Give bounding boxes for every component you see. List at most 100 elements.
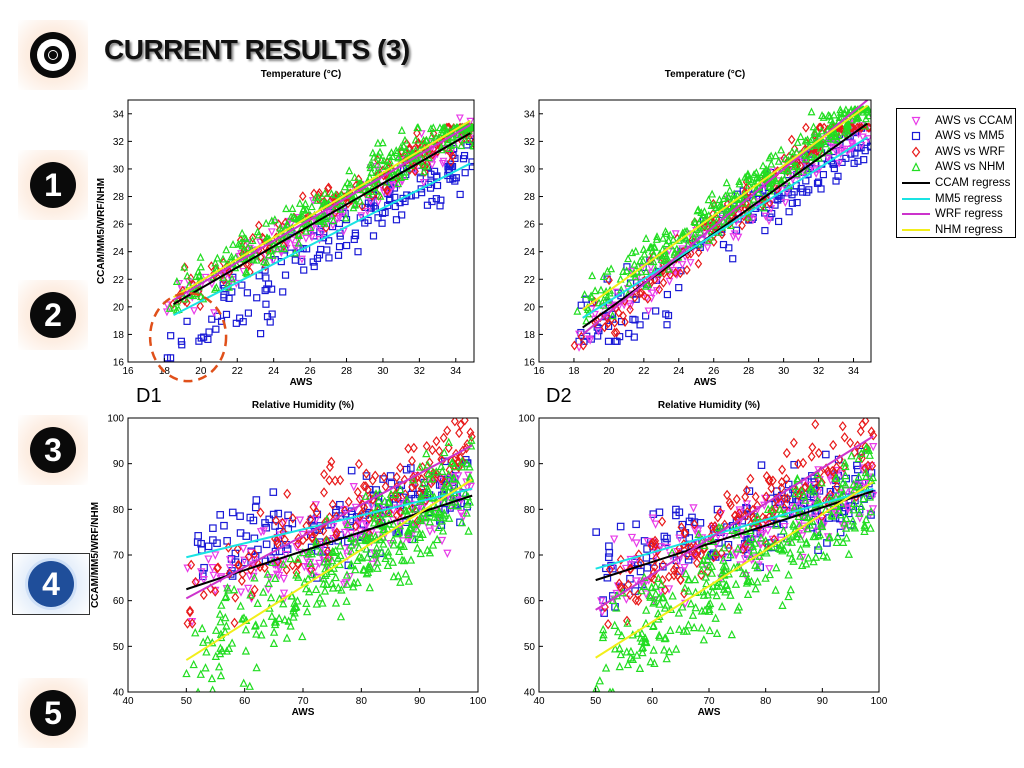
number-five-icon: 5 [30,690,76,736]
scatter-point [658,516,667,527]
scatter-point [239,678,248,687]
humidity-chart-d1: Relative Humidity (%) 40 50 60 70 80 90 100 40 50… [90,400,487,718]
sidebar-item-5[interactable]: 5 [18,678,88,748]
scatter-point [837,470,847,479]
scatter-point [604,322,613,330]
scatter-point [832,462,841,473]
scatter-point [765,153,774,162]
scatter-point [230,617,239,629]
scatter-point [349,582,358,591]
scatter-point [599,630,608,639]
scatter-point [605,275,613,286]
scatter-point [862,107,871,116]
scatter-point [611,337,620,345]
scatter-point [678,602,687,611]
scatter-point [727,629,736,639]
scatter-point [583,305,592,313]
scatter-point [299,191,307,202]
scatter-point [631,272,640,281]
scatter-point [280,614,290,624]
scatter-point [274,509,283,518]
scatter-point [303,606,312,616]
scatter-point [283,239,292,248]
scatter-point [288,519,297,528]
scatter-point [384,508,394,518]
x-tick-label: 90 [817,696,829,707]
scatter-point [830,129,839,138]
scatter-point [664,571,673,583]
scatter-point [279,574,288,584]
sidebar-item-3[interactable]: 3 [18,415,88,485]
scatter-point [374,214,382,222]
scatter-point [388,152,397,161]
scatter-point [198,623,207,633]
scatter-point [418,478,428,488]
x-tick-label: 26 [305,366,317,377]
sidebar-item-2[interactable]: 2 [18,280,88,350]
legend-item: AWS vs CCAM [901,113,1013,128]
scatter-point [655,593,664,602]
scatter-point [399,555,409,565]
x-tick-label: 30 [778,366,790,377]
scatter-point [806,483,815,492]
scatter-point [336,474,345,486]
scatter-point [456,509,466,519]
scatter-point [428,131,436,140]
sidebar-item-4[interactable]: 4 [12,553,90,615]
sidebar-item-1[interactable]: 1 [18,150,88,220]
scatter-point [408,475,418,484]
scatter-point [788,531,797,540]
scatter-point [842,533,851,542]
scatter-point [635,663,645,672]
y-tick-label: 100 [518,414,535,425]
scatter-point [222,310,231,319]
scatter-point [239,613,249,622]
scatter-point [608,311,617,320]
sidebar-item-overview[interactable] [18,20,88,90]
scatter-point [651,581,660,590]
scatter-point [668,591,677,600]
scatter-point [362,534,371,544]
scatter-point [394,527,402,535]
y-tick-label: 60 [524,596,536,607]
scatter-point [425,517,435,526]
scatter-point [861,462,870,474]
scatter-point [777,145,786,154]
scatter-point [253,227,262,236]
scatter-point [398,211,406,219]
scatter-point [759,203,768,212]
x-tick-label: 60 [647,696,659,707]
scatter-point [841,523,851,532]
scatter-point [262,258,271,267]
scatter-point [604,553,613,562]
scatter-point [468,158,474,166]
scatter-point [387,479,396,488]
scatter-point [655,632,664,641]
regression-line [595,487,874,570]
scatter-point [610,620,619,629]
scatter-point [616,649,625,659]
scatter-point [610,644,620,653]
scatter-point [842,154,850,162]
scatter-point [765,569,774,579]
scatter-point [238,281,246,289]
scatter-point [743,575,752,584]
scatter-point [592,528,600,536]
scatter-point [350,172,359,181]
scatter-point [197,334,205,342]
scatter-point [426,124,435,133]
scatter-point [837,112,846,121]
scatter-point [334,212,343,221]
x-tick-label: 50 [181,696,193,707]
scatter-point [689,552,698,561]
y-tick-label: 50 [113,642,125,653]
scatter-point [817,185,825,193]
scatter-point [379,475,387,483]
scatter-point [809,122,818,131]
scatter-point [824,110,833,119]
scatter-point [191,628,200,637]
scatter-point [854,113,863,122]
regression-line [173,119,471,299]
scatter-point [655,508,664,517]
scatter-point [739,544,748,555]
